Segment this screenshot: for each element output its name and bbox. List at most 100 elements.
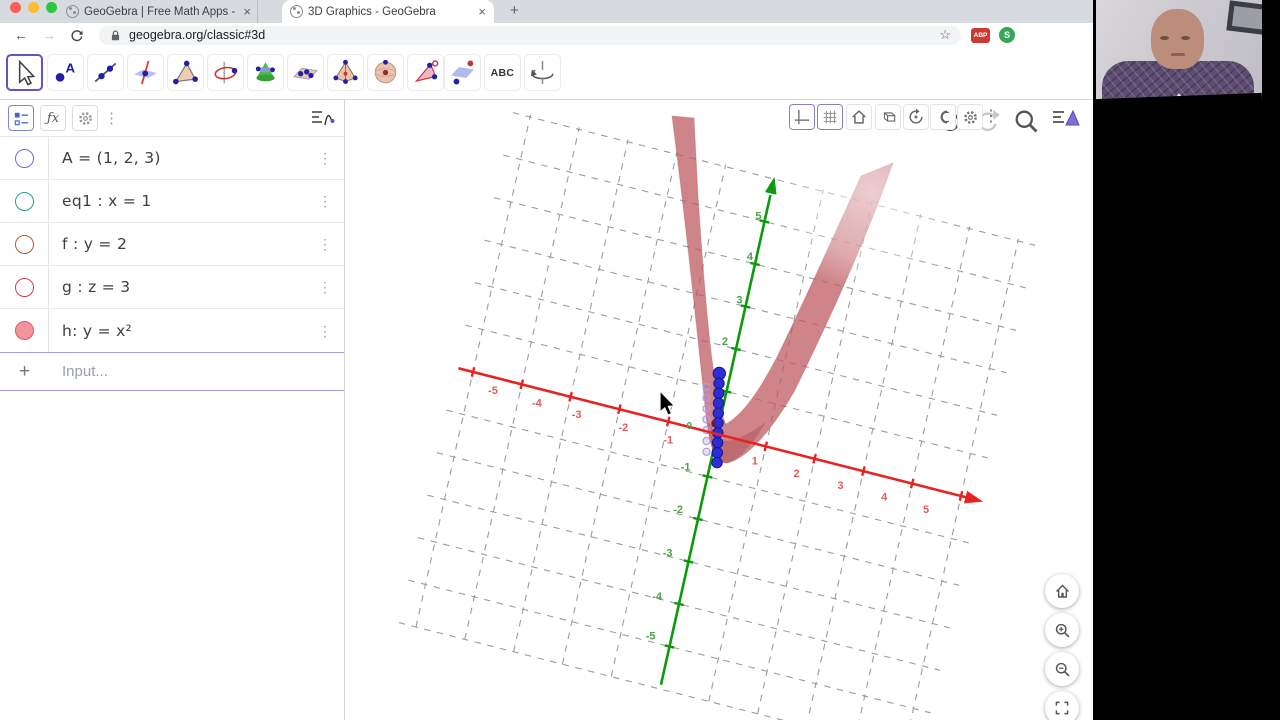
tool-pyramid[interactable] [327,54,364,91]
presenter-face [1151,9,1204,69]
reload-icon[interactable] [69,27,85,43]
s-extension-icon[interactable]: S [999,27,1015,43]
pyramid-icon [333,59,358,84]
tool-rotate-3d-view[interactable] [524,54,561,91]
input-help-button[interactable]: ƒx [40,105,66,131]
definition-text: f : y = 2 [62,235,128,253]
tab-geogebra-home[interactable]: GeoGebra | Free Math Apps - × [60,0,258,23]
visibility-circle[interactable] [14,321,34,340]
svg-text:-5: -5 [488,385,498,397]
forward-icon[interactable]: → [42,27,56,43]
tool-polygon[interactable] [167,54,204,91]
rotate-3d-icon [530,61,554,84]
tree-view-icon [14,112,28,125]
restart-rotation-button[interactable] [903,104,929,130]
svg-text:-1: -1 [681,462,691,474]
visibility-circle[interactable] [14,277,34,297]
stylebar-toggle-button[interactable] [1048,104,1084,132]
row-menu-icon[interactable]: ⋮ [318,322,332,339]
browser-address-bar: ← → geogebra.org/classic#3d ☆ ABP S [0,23,1093,47]
visibility-toggle[interactable] [0,223,49,265]
tool-line[interactable] [87,54,124,91]
tool-reflect-about-plane[interactable] [444,54,481,91]
fullscreen-button[interactable] [1045,691,1079,720]
visibility-toggle[interactable] [0,180,49,222]
tab-close-icon[interactable]: × [478,4,486,19]
tool-plane-through-points[interactable] [287,54,324,91]
algebra-row-h[interactable]: h: y = x² ⋮ [0,309,344,352]
svg-text:-3: -3 [663,548,673,560]
snap-to-grid-button[interactable] [930,104,956,130]
line-icon [94,62,117,83]
algebra-row-f[interactable]: f : y = 2 ⋮ [0,223,344,266]
show-box-button[interactable] [875,104,901,130]
row-menu-icon[interactable]: ⋮ [318,236,332,252]
panel-menu-icon[interactable]: ⋮ [104,109,119,127]
polygon-icon [173,60,198,85]
magnet-icon [940,110,949,124]
row-menu-icon[interactable]: ⋮ [318,150,332,166]
standard-view-button[interactable] [846,104,872,130]
window-minimize-button[interactable] [28,2,39,13]
algebra-view-button[interactable] [8,105,34,131]
algebra-style-icon[interactable] [310,107,336,129]
eye [1160,36,1169,40]
toggle-grid-button[interactable] [817,104,843,130]
grid-icon [823,110,837,124]
row-menu-icon[interactable]: ⋮ [318,193,332,209]
tool-text[interactable]: ABC [484,54,521,91]
algebra-input-placeholder[interactable]: Input... [62,363,108,380]
mouse-cursor [659,389,676,417]
tool-move-pointer[interactable] [6,54,43,91]
picture-frame [1226,0,1262,36]
definition-text: A = (1, 2, 3) [62,149,161,167]
algebra-row-A[interactable]: A = (1, 2, 3) ⋮ [0,137,344,180]
tool-point[interactable]: A [47,54,84,91]
window-zoom-button[interactable] [46,2,57,13]
gear-icon [963,110,977,124]
circle-axis-icon [214,61,238,84]
back-icon[interactable]: ← [14,27,28,43]
sphere-icon [374,59,397,84]
view-home-button[interactable] [1045,574,1079,608]
tool-perpendicular-line[interactable] [127,54,164,91]
tool-sphere[interactable] [367,54,404,91]
visibility-toggle[interactable] [0,266,49,308]
webcam-overlay [1096,0,1262,103]
visibility-toggle[interactable] [0,137,49,179]
axes-icon [794,109,810,125]
svg-text:2: 2 [794,468,800,480]
algebra-input-row[interactable]: + Input... [0,352,344,391]
fullscreen-icon [1055,701,1069,715]
zoom-out-button[interactable] [1045,652,1079,686]
cone-icon [255,62,275,82]
zoom-in-button[interactable] [1045,613,1079,647]
svg-text:0: 0 [711,419,717,430]
visibility-circle[interactable] [14,234,34,254]
adblock-extension-icon[interactable]: ABP [971,27,990,43]
view-settings-button[interactable] [957,104,983,130]
visibility-toggle[interactable] [0,309,49,352]
tab-3d-graphics[interactable]: 3D Graphics - GeoGebra × [282,0,494,23]
window-close-button[interactable] [10,2,21,13]
geogebra-favicon [290,5,303,18]
visibility-circle[interactable] [14,148,34,168]
bookmark-star-icon[interactable]: ☆ [939,27,951,42]
search-icon[interactable] [1012,107,1040,135]
screen-black-region [1093,0,1280,720]
add-input-icon[interactable]: + [18,360,31,382]
tool-angle[interactable] [407,54,444,91]
tool-cone[interactable] [247,54,284,91]
toggle-axes-button[interactable] [789,104,815,130]
new-tab-button[interactable]: + [510,2,519,19]
algebra-row-g[interactable]: g : z = 3 ⋮ [0,266,344,309]
settings-button[interactable] [72,105,98,131]
row-menu-icon[interactable]: ⋮ [318,279,332,295]
algebra-row-eq1[interactable]: eq1 : x = 1 ⋮ [0,180,344,223]
url-field[interactable]: geogebra.org/classic#3d ☆ [99,25,961,45]
view-menu-icon[interactable]: ⋮ [983,108,999,125]
tab-close-icon[interactable]: × [243,4,251,19]
visibility-circle[interactable] [14,191,34,211]
tool-circle-with-axis[interactable] [207,54,244,91]
